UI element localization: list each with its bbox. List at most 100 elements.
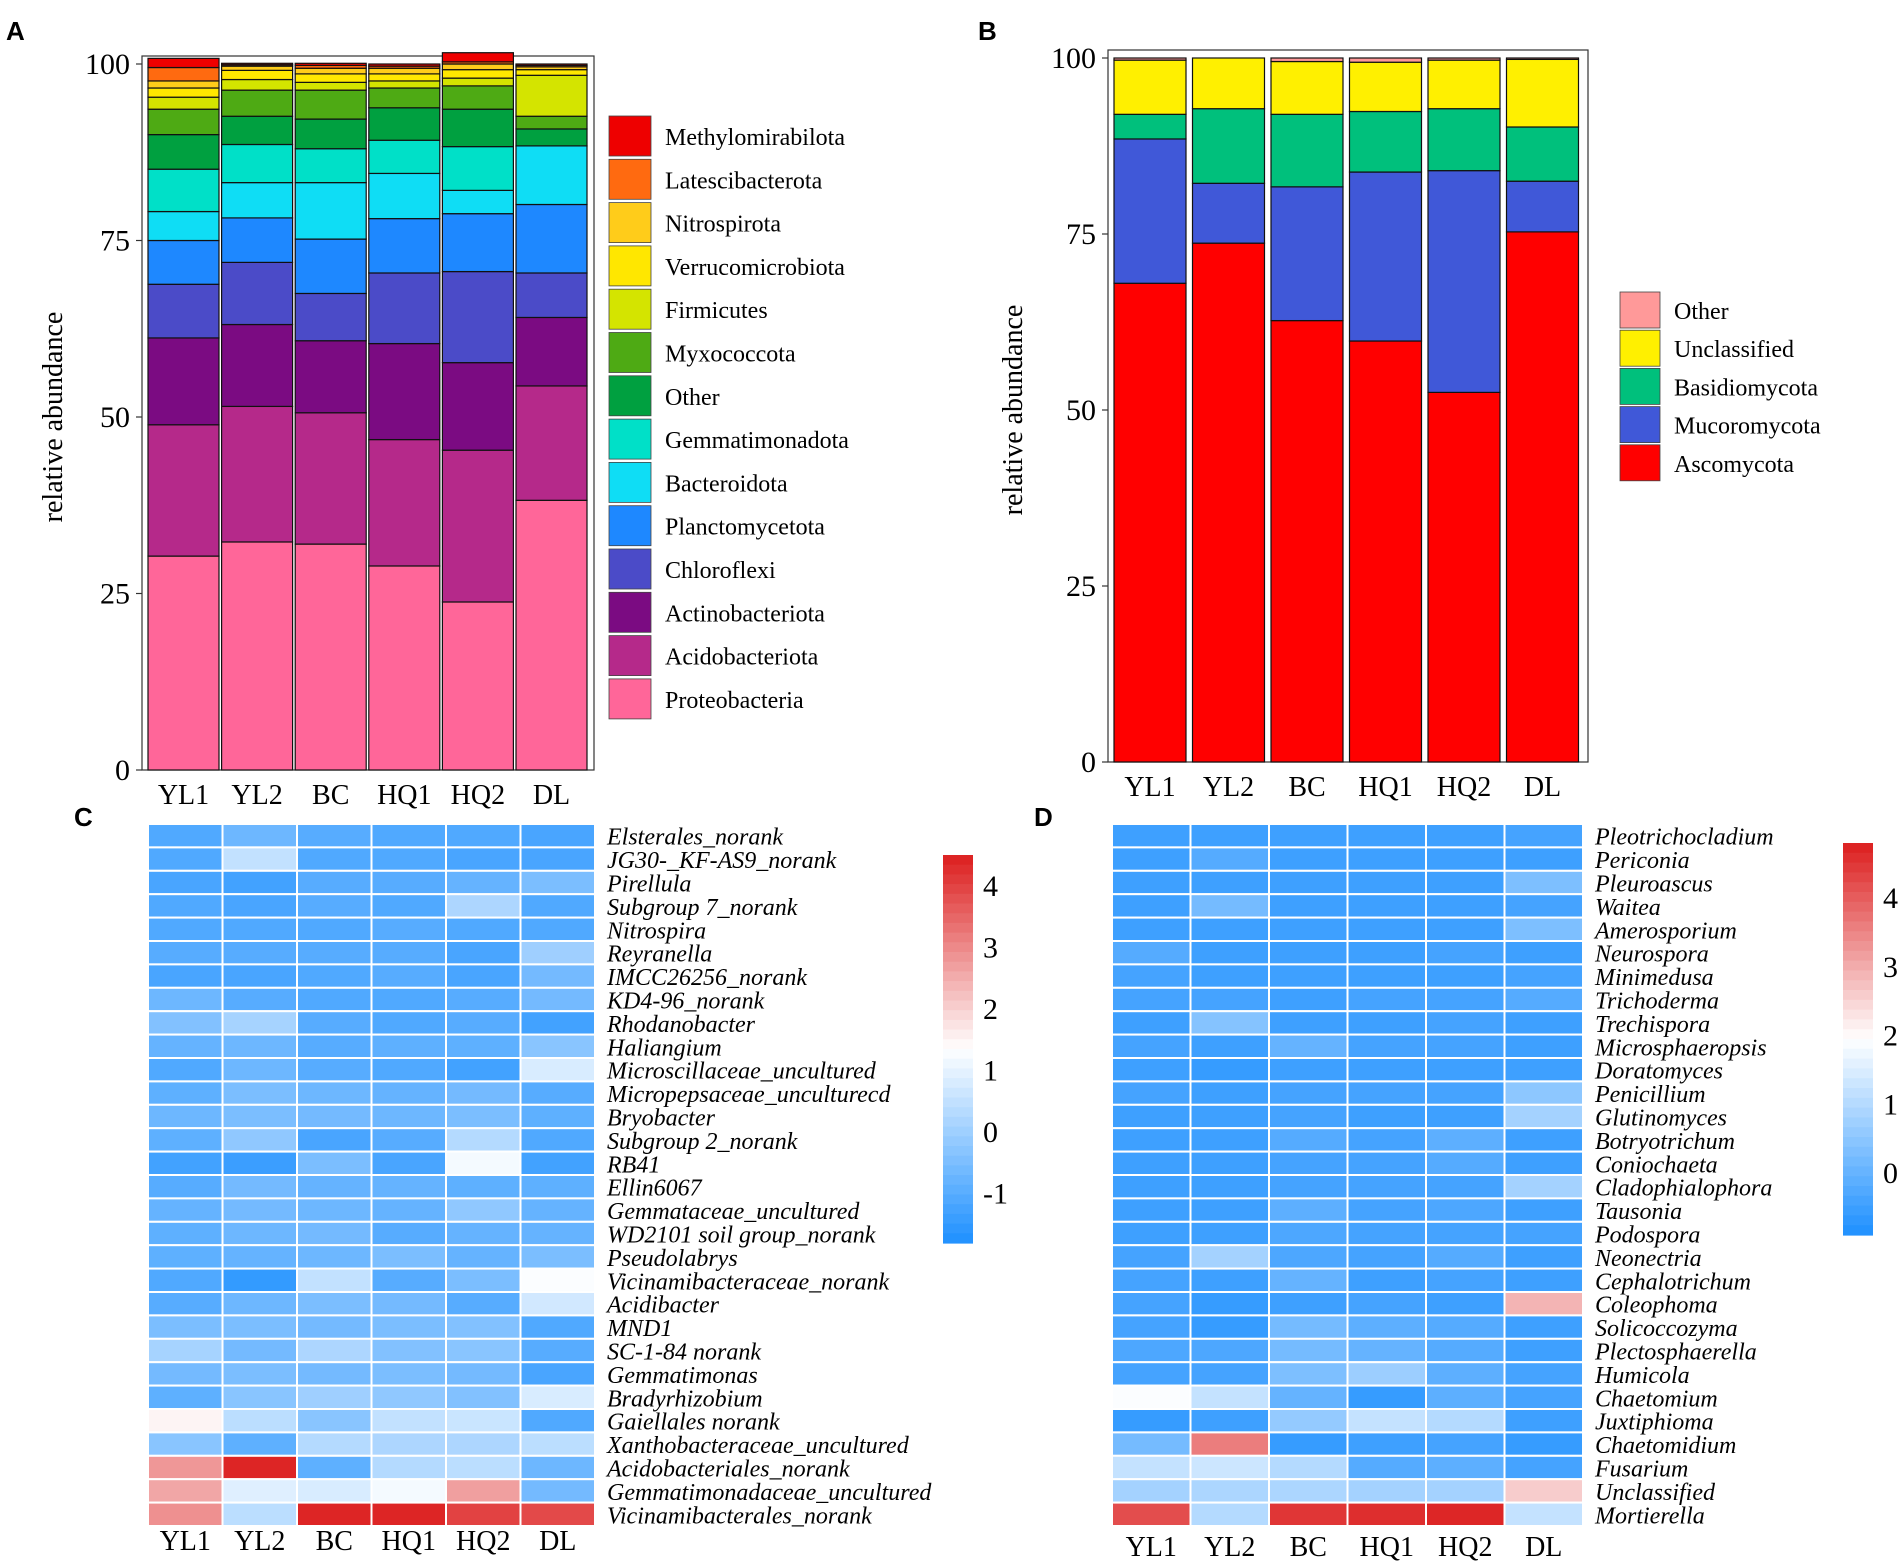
panel-c-cell-sc-1-84-norank-yl2 — [221, 1337, 298, 1364]
panel-d-colorbar-segment — [1843, 990, 1873, 1001]
panel-c-cell-vicinamibacterales-norank-yl1 — [147, 1501, 224, 1527]
panel-b-bar-yl2-basidiomycota — [1191, 108, 1266, 184]
panel-c-colorbar-segment — [943, 874, 973, 885]
panel-d-row-label: Coniochaeta — [1595, 1152, 1718, 1178]
panel-d-cell-pleotrichocladium-hq1 — [1346, 823, 1427, 849]
panel-c-colorbar-segment — [943, 981, 973, 992]
panel-c-cell-kd4-96-norank-hq2 — [445, 986, 522, 1013]
panel-c-cell-subgroup-2-norank-yl1 — [147, 1127, 224, 1153]
panel-a-bar-yl2-planctomycetota — [221, 217, 294, 263]
panel-d-colorbar-segment — [1843, 1009, 1873, 1020]
panel-d-cell-unclassified-yl1 — [1111, 1478, 1192, 1504]
panel-a-bar-dl-firmicutes — [515, 74, 588, 117]
panel-d-cell-neurospora-hq2 — [1425, 940, 1506, 966]
panel-c-colorbar-segment — [943, 1087, 973, 1099]
panel-c-colorbar-segment — [943, 1155, 973, 1166]
panel-d-column-label: DL — [1525, 1532, 1562, 1562]
panel-a-bar-hq2-other — [441, 108, 514, 148]
panel-c-cell-pirellula-hq1 — [370, 869, 447, 896]
panel-c-cell-acidibacter-bc — [296, 1291, 373, 1317]
panel-d-colorbar-segment — [1843, 1166, 1873, 1177]
panel-a-bar-dl-planctomycetota — [515, 203, 588, 274]
panel-c-cell-rb41-yl1 — [147, 1150, 224, 1176]
panel-c-cell-micropepsaceae-unculturecd-hq2 — [445, 1080, 522, 1106]
panel-label-a: A — [6, 16, 25, 46]
panel-c-cell-gemmatimonas-yl1 — [147, 1361, 224, 1387]
panel-d-cell-humicola-yl2 — [1189, 1361, 1270, 1387]
panel-d-cell-neonectria-bc — [1268, 1244, 1349, 1270]
panel-c-colorbar-segment — [943, 1049, 973, 1060]
panel-b-bar-bc-mucoromycota — [1270, 186, 1344, 322]
panel-c-cell-bryobacter-yl2 — [221, 1103, 298, 1130]
panel-b-legend-swatch-ascomycota — [1619, 444, 1661, 482]
panel-a-bar-bc-chloroflexi — [294, 292, 367, 342]
panel-a-bar-yl2-nitrospirota — [221, 65, 294, 71]
panel-d-cell-coniochaeta-bc — [1268, 1150, 1349, 1176]
panel-c-colorbar-tick-label: 1 — [983, 1055, 998, 1088]
panel-c-row-label: Pseudolabrys — [606, 1246, 738, 1272]
panel-c-cell-vicinamibacteraceae-norank-yl2 — [221, 1267, 298, 1293]
panel-c-cell-subgroup-2-norank-hq2 — [445, 1127, 522, 1153]
panel-d-cell-waitea-yl1 — [1111, 893, 1192, 919]
panel-d-colorbar-segment — [1843, 1205, 1873, 1216]
panel-d-cell-pleotrichocladium-bc — [1268, 823, 1349, 849]
panel-c-cell-gemmatimonas-yl2 — [221, 1361, 298, 1387]
panel-c-row-label: MND1 — [606, 1316, 672, 1342]
panel-b-bar-dl-basidiomycota — [1505, 126, 1580, 182]
panel-d-colorbar-segment — [1843, 1195, 1873, 1207]
panel-b-bar-bc-unclassified — [1270, 60, 1344, 115]
panel-d-colorbar-segment — [1843, 1019, 1873, 1030]
panel-b-bar-hq2-basidiomycota — [1427, 108, 1501, 172]
panel-c-colorbar-segment — [943, 952, 973, 963]
panel-d-cell-coleophoma-dl — [1503, 1291, 1584, 1317]
panel-c-cell-acidobacteriales-norank-hq1 — [370, 1454, 447, 1481]
panel-d-cell-pleotrichocladium-dl — [1503, 823, 1584, 849]
panel-b-ytick-label: 75 — [1066, 218, 1096, 251]
panel-label-c: C — [74, 802, 93, 832]
panel-d-cell-doratomyces-bc — [1268, 1057, 1349, 1083]
panel-b-xtick-label: HQ2 — [1437, 772, 1491, 803]
panel-d-cell-minimedusa-hq2 — [1425, 963, 1506, 989]
panel-c-cell-jg30-kf-as9-norank-hq1 — [370, 846, 447, 872]
panel-d-cell-cephalotrichum-yl2 — [1189, 1267, 1270, 1293]
panel-c-row-label: Acidobacteriales_norank — [605, 1457, 850, 1483]
panel-c-cell-mnd1-yl2 — [221, 1314, 298, 1340]
panel-d-cell-penicillium-yl1 — [1111, 1080, 1192, 1106]
panel-c-colorbar-segment — [943, 1213, 973, 1225]
panel-a-bar-yl1-actinobacteriota — [147, 337, 220, 426]
panel-d-cell-trichoderma-hq2 — [1425, 986, 1506, 1013]
panel-c-cell-bradyrhizobium-bc — [296, 1384, 373, 1410]
panel-b-legend-label: Other — [1674, 299, 1729, 325]
panel-d-cell-tausonia-hq2 — [1425, 1197, 1506, 1223]
panel-d-row-label: Chaetomium — [1595, 1386, 1718, 1412]
panel-c-colorbar-segment — [943, 1233, 973, 1244]
panel-c-cell-mnd1-bc — [296, 1314, 373, 1340]
panel-c-cell-wd2101-soil-group-norank-yl1 — [147, 1220, 224, 1247]
panel-d-cell-coniochaeta-hq1 — [1346, 1150, 1427, 1176]
panel-b-bar-hq1-other — [1348, 57, 1423, 63]
panel-b-bar-hq1-ascomycota — [1348, 340, 1423, 763]
panel-d-cell-glutinomyces-hq1 — [1346, 1103, 1427, 1130]
panel-d-cell-coleophoma-yl2 — [1189, 1291, 1270, 1317]
panel-a-frame — [141, 55, 595, 771]
panel-d-cell-coniochaeta-dl — [1503, 1150, 1584, 1176]
panel-a-bar-hq2-acidobacteriota — [441, 449, 514, 603]
panel-c-cell-kd4-96-norank-bc — [296, 986, 373, 1013]
panel-c-cell-microscillaceae-uncultured-yl1 — [147, 1057, 224, 1083]
panel-a-bar-yl2-chloroflexi — [221, 261, 294, 326]
panel-d-row-label: Trichoderma — [1595, 989, 1719, 1015]
panel-c-cell-rhodanobacter-dl — [519, 1010, 596, 1036]
panel-d-colorbar-segment — [1843, 862, 1873, 873]
panel-d-colorbar-segment — [1843, 852, 1873, 864]
panel-a-legend-label: Myxococcota — [665, 342, 796, 368]
panel-d-colorbar-segment — [1843, 970, 1873, 981]
panel-d-cell-fusarium-dl — [1503, 1454, 1584, 1481]
panel-d-colorbar-tick-label: 4 — [1883, 882, 1898, 915]
panel-c-cell-subgroup-7-norank-hq2 — [445, 893, 522, 919]
panel-a-bar-hq1-other — [368, 107, 441, 141]
panel-d-cell-penicillium-yl2 — [1189, 1080, 1270, 1106]
panel-b-legend-swatch-other — [1619, 291, 1661, 329]
panel-c-cell-kd4-96-norank-dl — [519, 986, 596, 1013]
panel-c-cell-reyranella-hq2 — [445, 940, 522, 966]
panel-d-cell-trichoderma-bc — [1268, 986, 1349, 1013]
